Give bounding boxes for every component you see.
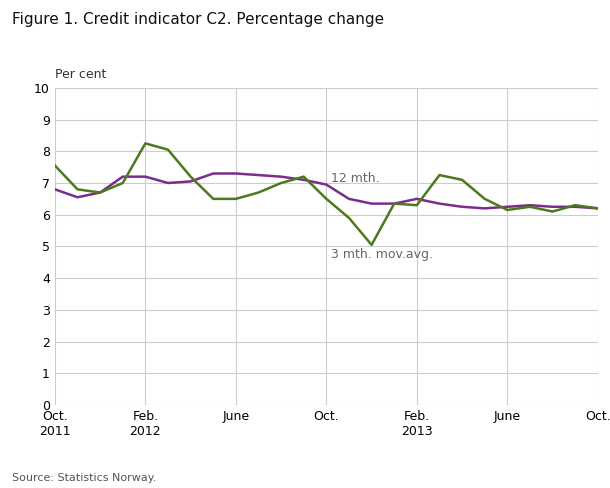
Text: Source: Statistics Norway.: Source: Statistics Norway. <box>12 473 157 483</box>
Text: 12 mth.: 12 mth. <box>331 172 379 185</box>
Text: Figure 1. Credit indicator C2. Percentage change: Figure 1. Credit indicator C2. Percentag… <box>12 12 384 27</box>
Text: 3 mth. mov.avg.: 3 mth. mov.avg. <box>331 248 433 261</box>
Text: Per cent: Per cent <box>55 67 106 81</box>
